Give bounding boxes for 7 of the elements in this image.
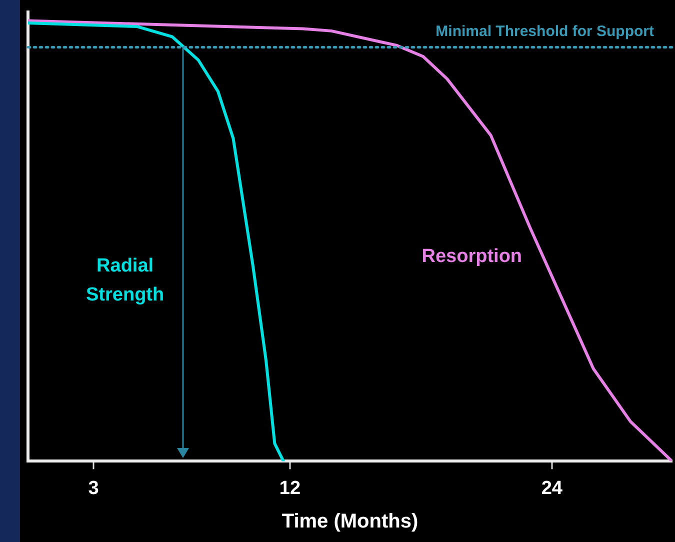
x-tick-label: 3 — [88, 478, 99, 499]
text: Radial Strength — [86, 256, 164, 306]
x-tick-label: 24 — [541, 478, 563, 499]
series-label: Resorption — [422, 246, 522, 268]
x-axis-title: Time (Months) — [282, 510, 418, 533]
x-tick-label: 12 — [279, 478, 301, 499]
ref-line-label: Minimal Threshold for Support — [436, 22, 654, 40]
